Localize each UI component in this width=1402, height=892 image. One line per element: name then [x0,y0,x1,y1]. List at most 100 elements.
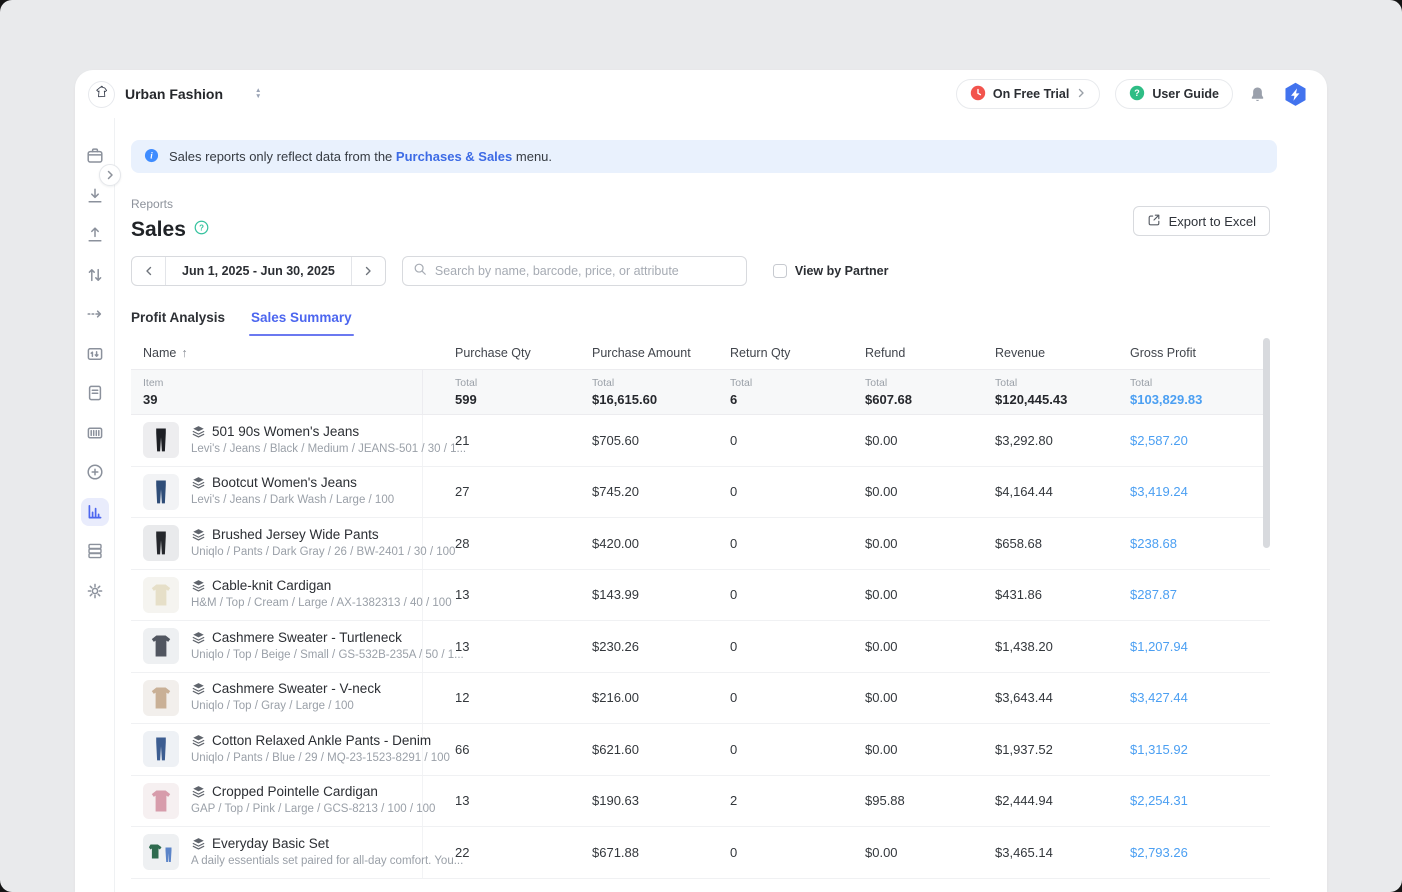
product-row[interactable]: Cashmere Sweater - V-neck Uniqlo / Top /… [131,673,1270,725]
cell-gross-profit: $2,793.26 [1098,845,1270,860]
cell-purchase-qty: 66 [423,742,560,757]
adjust-icon[interactable] [81,261,109,289]
database-icon[interactable] [81,537,109,565]
tab-sales-summary[interactable]: Sales Summary [251,310,352,336]
cell-return-qty: 0 [698,433,833,448]
top-bar: Urban Fashion ▲▼ On Free Trial ? User Gu… [75,70,1327,118]
bundle-layers-icon [191,475,206,490]
table-body: 501 90s Women's Jeans Levi's / Jeans / B… [131,415,1270,879]
free-trial-label: On Free Trial [993,87,1069,101]
user-guide-button[interactable]: ? User Guide [1115,79,1233,109]
product-thumbnail [143,731,179,767]
cell-revenue: $658.68 [963,536,1098,551]
sidebar-expand-button[interactable] [99,164,121,186]
summary-row: Item 39 Total 599 Total $16,615.60 Total… [131,370,1270,415]
tshirt-icon [94,84,110,105]
cell-revenue: $4,164.44 [963,484,1098,499]
notifications-bell-icon[interactable] [1248,85,1267,104]
product-row[interactable]: Cotton Relaxed Ankle Pants - Denim Uniql… [131,724,1270,776]
cell-purchase-amount: $216.00 [560,690,698,705]
workspace-name: Urban Fashion [125,86,223,102]
cell-purchase-qty: 13 [423,793,560,808]
workspace-logo[interactable] [88,81,115,108]
cell-return-qty: 0 [698,587,833,602]
product-attributes: H&M / Top / Cream / Large / AX-1382313 /… [191,597,452,609]
analytics-icon[interactable] [81,498,109,526]
column-header-gross-profit[interactable]: Gross Profit [1098,346,1270,360]
summary-gross-profit: $103,829.83 [1130,392,1270,407]
product-row[interactable]: Bootcut Women's Jeans Levi's / Jeans / D… [131,467,1270,519]
column-header-revenue[interactable]: Revenue [963,346,1098,360]
product-name: Cable-knit Cardigan [212,578,331,593]
cell-return-qty: 0 [698,690,833,705]
prev-period-button[interactable] [132,257,166,285]
product-row[interactable]: Everyday Basic Set A daily essentials se… [131,827,1270,879]
trial-clock-icon [970,85,986,104]
cell-purchase-amount: $420.00 [560,536,698,551]
product-thumbnail [143,422,179,458]
cell-refund: $0.00 [833,690,963,705]
purchases-sales-link[interactable]: Purchases & Sales [396,149,512,164]
cell-refund: $95.88 [833,793,963,808]
sales-summary-table: Name ↑ Purchase Qty Purchase Amount Retu… [131,336,1270,879]
date-range-label[interactable]: Jun 1, 2025 - Jun 30, 2025 [166,257,351,285]
column-header-purchase-amount[interactable]: Purchase Amount [560,346,698,360]
stock-in-icon[interactable] [81,182,109,210]
view-by-partner-checkbox[interactable] [773,264,787,278]
export-to-excel-button[interactable]: Export to Excel [1133,206,1270,236]
bundle-layers-icon [191,630,206,645]
svg-text:?: ? [199,223,204,232]
column-header-purchase-qty[interactable]: Purchase Qty [423,346,560,360]
product-name: Cropped Pointelle Cardigan [212,784,378,799]
cell-purchase-qty: 13 [423,587,560,602]
product-thumbnail [143,834,179,870]
bundle-layers-icon [191,424,206,439]
free-trial-button[interactable]: On Free Trial [956,79,1100,109]
tab-profit-analysis[interactable]: Profit Analysis [131,310,225,336]
table-scrollbar-thumb[interactable] [1263,338,1270,548]
cell-gross-profit: $1,315.92 [1098,742,1270,757]
product-row[interactable]: Cable-knit Cardigan H&M / Top / Cream / … [131,570,1270,622]
cell-purchase-amount: $621.60 [560,742,698,757]
help-icon[interactable]: ? [194,220,209,240]
workspace-switcher[interactable]: ▲▼ [255,88,261,100]
cell-refund: $0.00 [833,587,963,602]
column-header-return-qty[interactable]: Return Qty [698,346,833,360]
view-by-partner-toggle[interactable]: View by Partner [773,264,889,278]
summary-purchase-qty: 599 [455,392,560,407]
product-row[interactable]: Cropped Pointelle Cardigan GAP / Top / P… [131,776,1270,828]
ledger-icon[interactable] [81,379,109,407]
product-row[interactable]: Brushed Jersey Wide Pants Uniqlo / Pants… [131,518,1270,570]
brand-hexagon-icon[interactable] [1282,81,1309,108]
app-body: i Sales reports only reflect data from t… [75,118,1327,892]
product-attributes: Uniqlo / Top / Gray / Large / 100 [191,700,354,712]
product-thumbnail [143,680,179,716]
chevron-right-icon [1076,87,1086,101]
stock-out-icon[interactable] [81,221,109,249]
next-period-button[interactable] [351,257,385,285]
summary-item-count: 39 [143,392,422,407]
add-circle-icon[interactable] [81,458,109,486]
settings-gear-icon[interactable] [81,577,109,605]
column-header-refund[interactable]: Refund [833,346,963,360]
cell-purchase-qty: 28 [423,536,560,551]
product-name: Everyday Basic Set [212,836,329,851]
product-name-cell: Cashmere Sweater - V-neck Uniqlo / Top /… [131,673,423,724]
product-row[interactable]: Cashmere Sweater - Turtleneck Uniqlo / T… [131,621,1270,673]
cell-purchase-amount: $190.63 [560,793,698,808]
info-banner: i Sales reports only reflect data from t… [131,140,1277,173]
banner-text-after: menu. [516,149,552,164]
count-icon[interactable] [81,340,109,368]
cell-revenue: $431.86 [963,587,1098,602]
search-input[interactable] [435,264,736,278]
product-name: Bootcut Women's Jeans [212,475,357,490]
move-icon[interactable] [81,300,109,328]
column-header-name[interactable]: Name ↑ [131,346,423,360]
summary-total-label: Total [865,377,963,389]
product-row[interactable]: 501 90s Women's Jeans Levi's / Jeans / B… [131,415,1270,467]
barcode-icon[interactable] [81,419,109,447]
product-name: Cotton Relaxed Ankle Pants - Denim [212,733,431,748]
cell-revenue: $2,444.94 [963,793,1098,808]
product-name-cell: Cashmere Sweater - Turtleneck Uniqlo / T… [131,621,423,672]
bundle-layers-icon [191,527,206,542]
